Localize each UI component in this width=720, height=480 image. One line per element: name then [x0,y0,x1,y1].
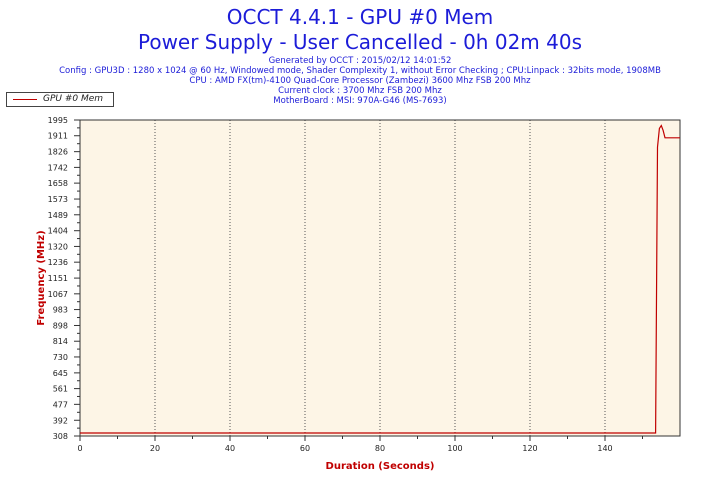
y-tick-label: 1658 [48,179,68,188]
y-tick-label: 1826 [48,148,68,157]
y-tick-label: 1573 [48,195,68,204]
legend-swatch [13,99,37,100]
y-tick-label: 1236 [48,258,68,267]
x-tick-label: 20 [150,444,160,453]
x-tick-label: 140 [597,444,612,453]
tick-labels: 0 20 40 60 80 100 120 140 308 392 477 561 645 730 814 8… [48,116,613,453]
info-motherboard: MotherBoard : MSI: 970A-G46 (MS-7693) [273,96,447,106]
y-tick-label: 392 [53,416,68,425]
chart-legend: GPU #0 Mem [6,92,114,107]
x-tick-label: 100 [447,444,462,453]
y-tick-label: 983 [53,306,68,315]
y-tick-label: 1911 [48,132,68,141]
x-axis-label: Duration (Seconds) [326,461,435,472]
y-tick-label: 1489 [48,211,68,220]
axes [74,119,681,441]
y-tick-label: 477 [53,400,68,409]
y-tick-label: 1995 [48,116,68,125]
series-group [80,124,680,434]
legend-label: GPU #0 Mem [43,94,104,104]
series-line-gpu0-mem [80,124,680,434]
x-tick-label: 80 [375,444,385,453]
x-tick-label: 40 [225,444,235,453]
y-tick-label: 645 [53,369,68,378]
chart-subtitle: Power Supply - User Cancelled - 0h 02m 4… [137,30,582,54]
y-tick-label: 1320 [48,242,68,251]
y-axis-label: Frequency (MHz) [36,230,47,325]
y-tick-label: 1067 [48,290,68,299]
y-tick-label: 1404 [48,227,68,236]
y-tick-label: 1742 [48,163,68,172]
y-tick-label: 898 [53,321,68,330]
y-tick-label: 308 [53,432,68,441]
info-current-clock: Current clock : 3700 Mhz FSB 200 Mhz [278,86,442,96]
y-tick-label: 814 [53,337,68,346]
y-tick-label: 1151 [48,274,68,283]
x-tick-label: 0 [77,444,82,453]
x-tick-label: 120 [522,444,537,453]
plot-background [80,120,680,436]
x-tick-label: 60 [300,444,310,453]
chart-title: OCCT 4.4.1 - GPU #0 Mem [226,5,494,29]
info-cpu: CPU : AMD FX(tm)-4100 Quad-Core Processo… [189,76,531,86]
y-tick-label: 561 [53,385,68,394]
y-tick-label: 730 [53,353,68,362]
info-generated: Generated by OCCT : 2015/02/12 14:01:52 [268,56,452,66]
info-config: Config : GPU3D : 1280 x 1024 @ 60 Hz, Wi… [59,66,661,76]
